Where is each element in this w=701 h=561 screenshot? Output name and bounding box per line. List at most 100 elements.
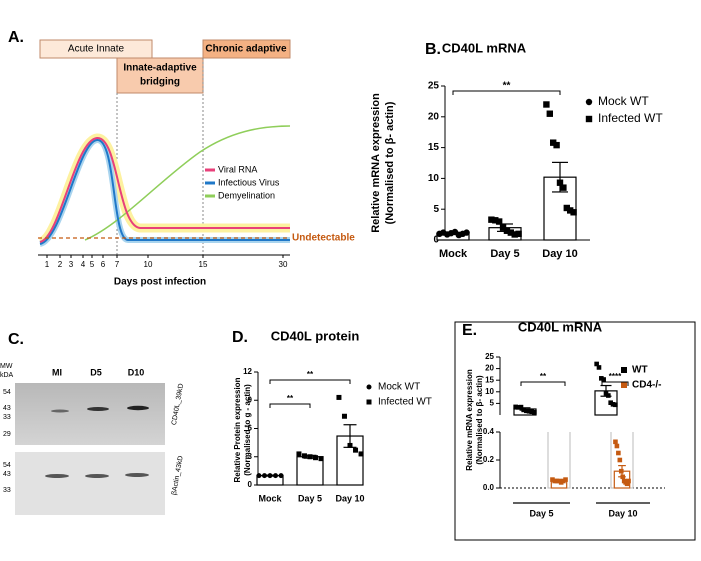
x-tick-label: Day 10 (335, 493, 364, 503)
panel-label: C. (8, 331, 24, 348)
y-tick-label: 15 (485, 375, 494, 384)
data-point (596, 365, 602, 370)
panel-a: A. Acute Innate Innate-adaptive bridging… (8, 29, 355, 287)
blot-upper (15, 383, 165, 445)
legend-label: CD4-/- (632, 380, 661, 391)
data-point (518, 404, 524, 410)
data-point (336, 394, 342, 400)
marker-label: 33 (3, 487, 11, 494)
significance-bracket (452, 90, 561, 95)
data-point (273, 473, 279, 479)
data-point (546, 110, 553, 117)
y-axis-label: Relative Protein expression (233, 377, 242, 482)
band (45, 474, 69, 478)
data-point (492, 217, 499, 224)
data-point (550, 139, 557, 146)
data-point (618, 468, 624, 474)
significance-bracket (601, 381, 629, 386)
phase-box (39, 39, 153, 59)
data-point (301, 453, 307, 459)
data-point (543, 101, 550, 108)
data-point (521, 407, 526, 413)
y-tick-label: 25 (485, 352, 494, 361)
data-point (307, 454, 313, 460)
marker-label: 54 (3, 462, 11, 469)
data-point (296, 451, 302, 457)
phase-label: bridging (140, 77, 180, 88)
y-axis-label: (Normalised to β- actin) (475, 375, 484, 465)
legend-label: Infectious Virus (218, 177, 280, 187)
data-point (256, 473, 262, 479)
chart-title: CD40L mRNA (518, 319, 603, 334)
data-point (614, 443, 620, 449)
band (87, 407, 109, 411)
data-point (617, 457, 623, 463)
data-point (524, 408, 529, 414)
data-point (594, 361, 599, 367)
phase-label: Acute Innate (68, 44, 125, 55)
panel-frame (454, 321, 696, 541)
data-point (529, 409, 534, 415)
y-tick-label: 20 (428, 111, 440, 122)
data-point (613, 439, 618, 445)
data-point (613, 402, 618, 408)
x-tick-label: Day 5 (490, 248, 519, 260)
band (51, 409, 69, 413)
data-point (567, 207, 574, 214)
chart-title: CD40L protein (271, 328, 360, 343)
significance-label: ** (540, 372, 547, 381)
legend-marker (585, 98, 593, 106)
y-tick-label: 20 (485, 364, 494, 373)
data-point (463, 229, 470, 236)
data-point (563, 477, 568, 482)
x-tick-label: 10 (144, 260, 153, 269)
data-point (601, 377, 606, 382)
rna-curve (39, 136, 290, 243)
data-point (511, 231, 518, 238)
data-point (313, 455, 319, 461)
lane-label: D5 (90, 367, 102, 377)
data-point (616, 450, 621, 456)
data-point (353, 447, 359, 453)
data-point (267, 473, 273, 479)
data-point (278, 473, 284, 479)
lane-label: D10 (128, 367, 145, 377)
x-tick-label: Day 10 (608, 508, 637, 518)
data-point (499, 224, 507, 231)
x-tick-label: 7 (115, 260, 120, 269)
data-point (560, 184, 567, 191)
y-axis-label: (Normalised to g - actin) (243, 384, 252, 476)
y-tick-label: 0.2 (483, 455, 495, 464)
y-tick-label: 0.4 (483, 427, 495, 436)
unit-label: MW (0, 363, 13, 370)
data-point (503, 227, 511, 234)
data-point (516, 405, 521, 410)
data-point (495, 218, 503, 225)
chart-title: CD40L mRNA (442, 40, 527, 55)
x-tick-label: 3 (69, 260, 74, 269)
x-ticks: 1 2 3 4 5 6 7 10 15 30 (45, 255, 288, 269)
data-point (563, 204, 570, 212)
legend-label: Demyelination (218, 190, 275, 200)
legend-label: Mock WT (378, 382, 420, 393)
legend-label: Infected WT (378, 397, 432, 408)
marker-label: 29 (3, 431, 11, 438)
y-tick-label: 9 (248, 395, 253, 404)
significance-bracket (520, 381, 566, 386)
significance-bracket (269, 379, 351, 384)
panel-c: C. MW kDA MI D5 D10 CD40L_39kD βActin_43… (0, 331, 185, 515)
data-point (526, 408, 532, 414)
significance-bracket (269, 403, 311, 408)
y-tick-label: 0.0 (483, 483, 495, 492)
significance-label: ** (503, 81, 511, 92)
y-tick-label: 0 (248, 480, 253, 489)
data-point (624, 481, 630, 487)
legend-label: Viral RNA (218, 164, 257, 174)
lane-label: MI (52, 367, 62, 377)
panel-label: A. (8, 29, 24, 46)
phase-label: Innate-adaptive (123, 63, 197, 74)
data-point (341, 413, 347, 419)
data-point (620, 474, 626, 480)
